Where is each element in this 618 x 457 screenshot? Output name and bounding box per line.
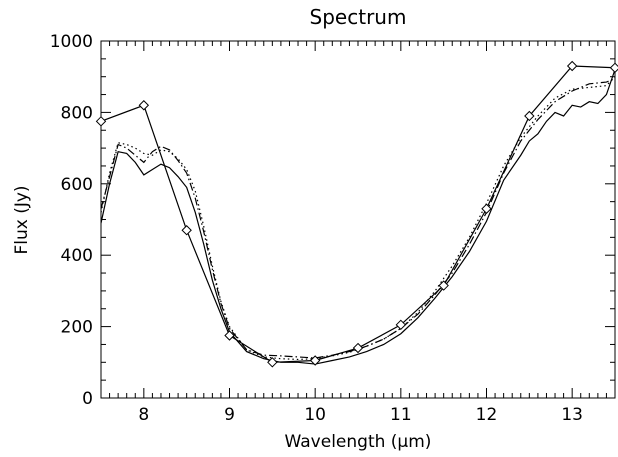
y-tick-label: 600 xyxy=(61,175,93,195)
diamond-marker xyxy=(224,330,235,341)
x-axis-title: Wavelength (μm) xyxy=(285,432,432,452)
diamond-marker xyxy=(566,60,578,72)
x-tick-label: 10 xyxy=(304,405,326,425)
x-tick-label: 13 xyxy=(561,405,583,425)
series-line-solid xyxy=(101,69,615,365)
diamond-marker xyxy=(95,116,107,127)
y-tick-label: 1000 xyxy=(50,32,93,52)
chart-title: Spectrum xyxy=(310,5,407,29)
x-tick-label: 11 xyxy=(390,405,412,425)
series-line-solid-diamond xyxy=(101,65,615,363)
y-tick-label: 400 xyxy=(61,246,93,266)
diamond-marker xyxy=(267,357,278,368)
series-layer xyxy=(95,60,618,368)
series-line-dashdot xyxy=(101,77,615,359)
diamond-marker xyxy=(609,62,618,73)
x-tick-label: 8 xyxy=(138,405,149,425)
y-tick-label: 200 xyxy=(61,318,93,338)
diamond-marker xyxy=(309,355,321,366)
x-tick-label: 9 xyxy=(224,405,235,425)
diamond-marker xyxy=(352,342,364,354)
tick-layer: 8 9 10 11 12 13 0 200 400 600 800 1000 xyxy=(50,32,616,425)
series-group xyxy=(101,65,615,365)
diamond-marker xyxy=(181,225,192,236)
y-axis-title: Flux (Jy) xyxy=(12,185,32,254)
diamond-marker xyxy=(395,319,407,331)
diamond-marker xyxy=(481,203,492,214)
series-line-dotted xyxy=(101,76,615,361)
diamond-marker xyxy=(138,100,150,111)
y-tick-label: 800 xyxy=(61,103,93,123)
diamond-marker xyxy=(438,280,449,291)
x-tick-label: 12 xyxy=(476,405,498,425)
y-tick-label: 0 xyxy=(82,389,93,409)
diamond-marker xyxy=(524,110,535,122)
